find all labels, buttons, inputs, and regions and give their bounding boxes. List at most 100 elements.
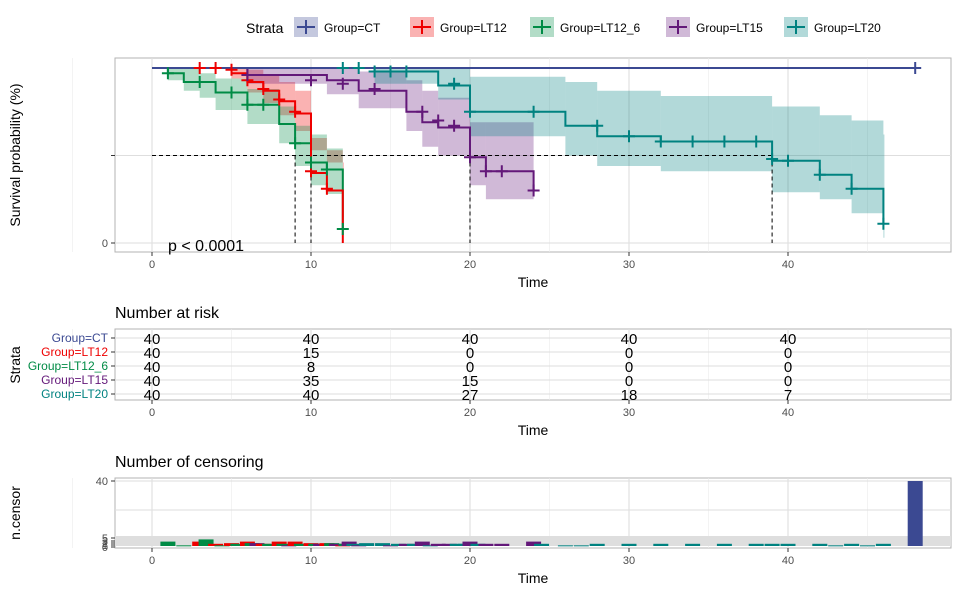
censor-mark bbox=[352, 62, 365, 74]
ci-band bbox=[183, 68, 200, 91]
censor-mark bbox=[479, 165, 492, 178]
risk-value: 0 bbox=[784, 345, 792, 362]
legend-label: Group=LT12 bbox=[440, 21, 507, 35]
risk-value: 0 bbox=[784, 359, 792, 376]
x-tick-label: 30 bbox=[623, 555, 635, 567]
legend-label: Group=LT12_6 bbox=[560, 21, 640, 35]
censor-title: Number of censoring bbox=[115, 454, 264, 471]
km-y-axis-label: Survival probability (%) bbox=[7, 83, 23, 226]
risk-value: 27 bbox=[462, 387, 479, 404]
x-tick-label: 40 bbox=[782, 555, 794, 567]
censor-mark bbox=[193, 76, 206, 88]
ci-band bbox=[326, 148, 343, 194]
censor-bar bbox=[390, 543, 406, 546]
km-x-ticks: 0 10 20 30 40 bbox=[149, 252, 794, 271]
censor-x-ticks: 0 10 20 30 40 bbox=[149, 548, 794, 567]
km-curve-lt20 bbox=[152, 67, 885, 224]
censor-bar bbox=[764, 543, 780, 546]
x-tick-label: 20 bbox=[464, 555, 476, 567]
censor-y-axis-label: n.censor bbox=[7, 486, 23, 540]
censor-mark bbox=[161, 67, 174, 80]
censor-mark bbox=[448, 119, 461, 132]
x-tick-label: 20 bbox=[464, 407, 476, 419]
censor-mark bbox=[464, 151, 476, 164]
x-tick-label: 40 bbox=[782, 407, 794, 419]
censor-bar bbox=[346, 543, 362, 546]
censor-mark bbox=[241, 69, 254, 81]
risk-value: 40 bbox=[780, 331, 797, 348]
x-tick-label: 10 bbox=[305, 407, 317, 419]
censor-bar bbox=[716, 543, 732, 546]
x-tick-label: 0 bbox=[149, 259, 155, 271]
legend-title: Strata bbox=[246, 20, 284, 36]
risk-x-ticks: 0 10 20 30 40 bbox=[149, 400, 794, 419]
legend-item: Group=CT bbox=[294, 17, 381, 37]
ci-band bbox=[565, 82, 598, 156]
risk-strata-label: Group=LT12 bbox=[41, 345, 108, 359]
censor-mark bbox=[813, 168, 826, 181]
censor-bar bbox=[449, 543, 465, 546]
risk-value: 8 bbox=[307, 359, 315, 376]
risk-value: 15 bbox=[462, 373, 479, 390]
ci-band bbox=[311, 138, 327, 151]
censor-mark bbox=[623, 130, 635, 143]
censor-mark bbox=[686, 135, 699, 148]
censor-bar bbox=[214, 545, 230, 547]
ci-band bbox=[883, 134, 885, 238]
censor-bar bbox=[398, 543, 414, 546]
censor-mark bbox=[336, 223, 349, 235]
censor-bar bbox=[328, 543, 344, 546]
risk-value: 40 bbox=[303, 331, 320, 348]
censor-bar bbox=[441, 543, 457, 546]
legend-item: Group=LT12 bbox=[410, 17, 507, 37]
ci-band bbox=[295, 90, 311, 131]
ci-band bbox=[326, 150, 343, 163]
censor-bar bbox=[430, 543, 446, 546]
x-tick-label: 20 bbox=[464, 259, 476, 271]
risk-strata-label: Group=CT bbox=[52, 331, 109, 345]
censor-bar bbox=[812, 543, 828, 546]
censor-bar bbox=[176, 545, 192, 547]
ci-band bbox=[422, 90, 439, 147]
legend-item: Group=LT15 bbox=[666, 17, 763, 37]
censor-mark bbox=[416, 105, 429, 118]
censor-mark bbox=[527, 105, 540, 118]
risk-table-title: Number at risk bbox=[115, 305, 220, 322]
risk-value: 0 bbox=[466, 345, 474, 362]
censor-mark bbox=[766, 153, 779, 165]
ci-band bbox=[772, 106, 820, 193]
censor-bar bbox=[470, 543, 486, 546]
ci-band bbox=[470, 76, 566, 137]
censor-bars bbox=[160, 481, 923, 547]
ci-band bbox=[851, 120, 884, 214]
censor-mark bbox=[320, 182, 333, 195]
x-tick-label: 30 bbox=[623, 259, 635, 271]
risk-value: 40 bbox=[144, 345, 161, 362]
censor-bar bbox=[526, 541, 542, 546]
censor-mark bbox=[225, 63, 238, 76]
censor-bar bbox=[198, 539, 214, 546]
risk-x-axis-label: Time bbox=[518, 422, 549, 438]
y-tick-label: 0 bbox=[102, 542, 108, 554]
risk-value: 40 bbox=[303, 387, 320, 404]
risk-value: 0 bbox=[625, 373, 633, 390]
censor-mark bbox=[400, 65, 413, 78]
censor-bar bbox=[780, 543, 796, 546]
censor-bar bbox=[293, 543, 309, 546]
censor-bar bbox=[414, 541, 430, 546]
censor-mark bbox=[257, 98, 270, 111]
censor-bar bbox=[907, 481, 923, 546]
risk-table-panel: Number at risk Group=CTGroup=LT12Group=L… bbox=[7, 305, 952, 438]
censor-mark bbox=[209, 62, 222, 74]
censor-mark bbox=[305, 156, 317, 169]
censor-mark bbox=[654, 135, 667, 148]
censor-bar bbox=[534, 543, 550, 546]
legend-item: Group=LT12_6 bbox=[530, 17, 640, 37]
y-tick-label: 40 bbox=[96, 476, 108, 488]
censor-bar bbox=[462, 541, 478, 546]
censor-bar bbox=[875, 543, 891, 546]
censor-mark bbox=[448, 77, 461, 90]
risk-value: 40 bbox=[144, 373, 161, 390]
censor-mark bbox=[289, 137, 302, 150]
